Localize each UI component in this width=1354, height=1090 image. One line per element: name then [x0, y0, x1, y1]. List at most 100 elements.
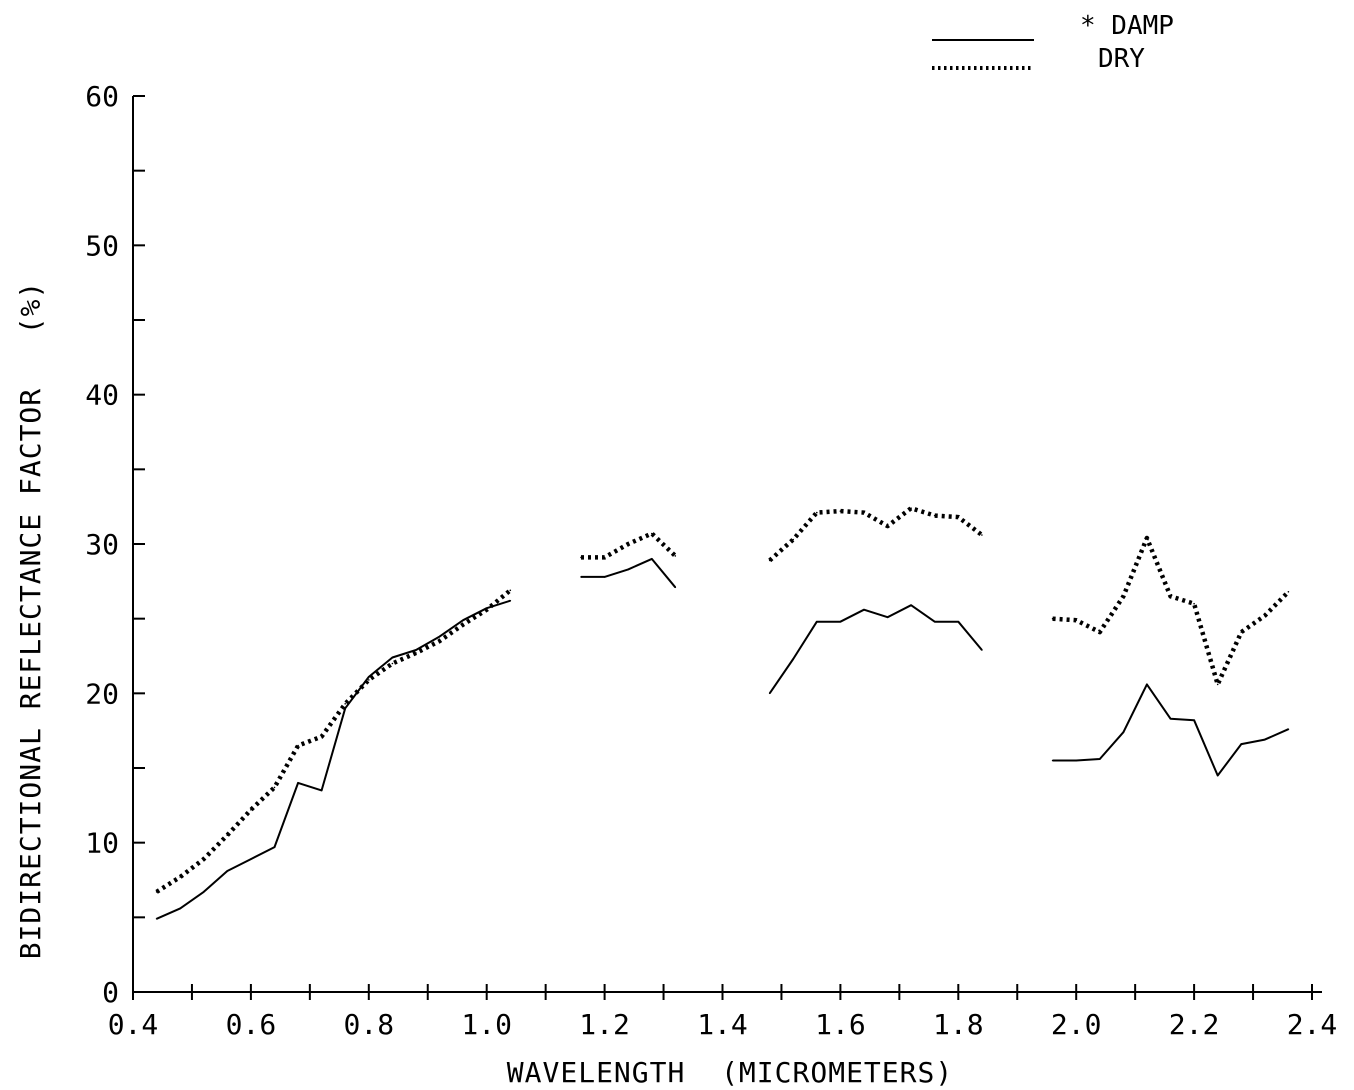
damp-point [202, 891, 205, 893]
series-damp [155, 557, 1290, 920]
damp-point [1051, 759, 1054, 762]
damp-point [792, 658, 794, 660]
dry-point [202, 858, 205, 860]
x-tick-label: 1.6 [815, 1008, 866, 1041]
dry-point [1075, 619, 1077, 621]
dry-point [320, 735, 323, 738]
damp-point [910, 604, 912, 606]
dry-point [179, 876, 181, 878]
dry-line-segment [1052, 535, 1291, 687]
damp-point [1075, 759, 1077, 762]
damp-point [603, 576, 606, 578]
dry-point [391, 662, 394, 665]
y-axis-ticks: 0 10 20 30 40 50 60 [85, 80, 145, 1009]
dry-point [651, 532, 653, 535]
x-tick-label: 0.8 [344, 1008, 395, 1041]
y-tick-label: 10 [85, 827, 119, 860]
damp-point [320, 789, 323, 792]
legend-label-damp: * DAMP [1080, 11, 1174, 41]
y-tick-label: 30 [85, 528, 119, 561]
y-tick-label: 40 [85, 379, 119, 412]
dry-point [580, 556, 582, 559]
dry-point [863, 511, 865, 514]
damp-point [839, 620, 842, 623]
dry-point [273, 786, 276, 789]
y-tick-label: 60 [85, 80, 119, 113]
dry-point [886, 525, 889, 527]
x-tick-label: 0.6 [226, 1008, 277, 1041]
damp-point [1240, 743, 1243, 745]
dry-point [415, 652, 417, 654]
legend-label-dry: DRY [1098, 44, 1145, 74]
x-axis-ticks: 0.4 0.6 0.8 1.0 1.2 1.4 1.6 1.8 2.0 2.2 2.4 [108, 984, 1338, 1041]
damp-point [1287, 728, 1290, 730]
dry-point [250, 809, 252, 811]
y-tick-label: 20 [85, 677, 119, 710]
dry-point [1099, 631, 1101, 633]
dry-point [1240, 631, 1243, 633]
damp-point [179, 907, 181, 910]
dry-line-segment [581, 531, 677, 560]
damp-point [1099, 758, 1101, 760]
damp-point [415, 649, 417, 651]
damp-point [651, 558, 653, 560]
dry-point [462, 623, 464, 626]
dry-point [816, 511, 818, 514]
y-tick-label: 0 [102, 976, 119, 1009]
damp-point [509, 599, 512, 602]
dry-point [226, 834, 229, 836]
dry-point [910, 507, 912, 510]
damp-point [1146, 683, 1148, 686]
damp-point [1264, 738, 1266, 741]
damp-point [768, 692, 771, 695]
damp-line-segment [768, 604, 983, 694]
y-axis-title: BIDIRECTIONAL REFLECTANCE FACTOR (%) [14, 281, 47, 960]
legend: * DAMP DRY [932, 11, 1174, 74]
dry-point [438, 640, 441, 642]
dry-point [344, 703, 347, 705]
damp-point [863, 608, 865, 611]
damp-point [250, 858, 252, 860]
dry-point [297, 744, 299, 747]
x-tick-label: 1.4 [697, 1008, 748, 1041]
x-tick-label: 1.8 [933, 1008, 984, 1041]
damp-point [674, 586, 677, 589]
dry-point [627, 543, 629, 545]
dry-point [1287, 591, 1290, 593]
dry-point [1264, 614, 1266, 617]
dry-point [368, 679, 370, 681]
damp-point [627, 568, 629, 571]
series-layer [155, 505, 1291, 920]
dry-point [1146, 537, 1148, 539]
damp-point [580, 576, 582, 578]
x-axis-title: WAVELENGTH (MICROMETERS) [507, 1056, 953, 1089]
damp-point [886, 616, 889, 618]
dry-point [1193, 602, 1195, 605]
damp-point [816, 620, 818, 623]
damp-point [368, 676, 370, 678]
damp-point [226, 870, 229, 872]
x-tick-label: 2.0 [1051, 1008, 1102, 1041]
dry-point [1051, 617, 1054, 620]
damp-point [391, 656, 394, 659]
x-tick-label: 2.4 [1287, 1008, 1338, 1041]
damp-line-segment [1052, 683, 1289, 777]
damp-line-segment [156, 599, 511, 920]
series-dry [155, 505, 1291, 894]
dry-point [1122, 595, 1125, 598]
damp-point [273, 846, 276, 848]
x-tick-label: 0.4 [108, 1008, 159, 1041]
damp-point [957, 620, 960, 623]
damp-point [155, 918, 158, 920]
damp-point [462, 619, 464, 621]
x-tick-label: 1.2 [579, 1008, 630, 1041]
dry-point [1169, 595, 1172, 598]
dry-point [981, 534, 983, 536]
dry-point [957, 516, 960, 518]
x-tick-label: 2.2 [1169, 1008, 1220, 1041]
damp-line-segment [581, 557, 677, 588]
damp-point [1122, 731, 1125, 733]
dry-point [674, 555, 677, 557]
dry-point [155, 891, 158, 893]
